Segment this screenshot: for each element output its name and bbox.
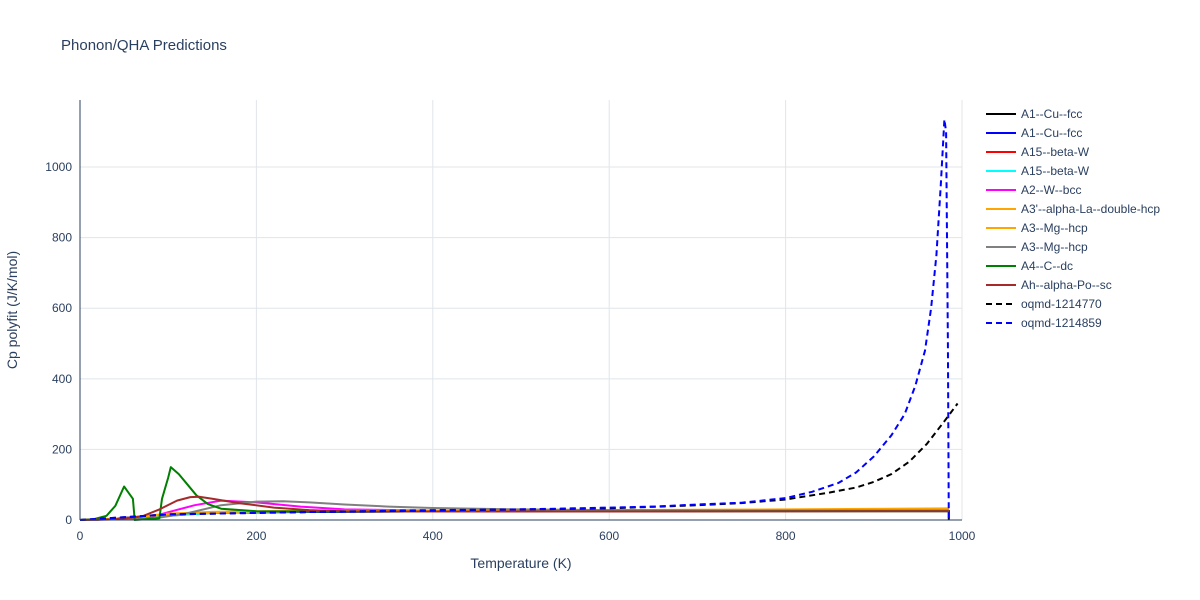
series-line-9 — [79, 495, 949, 521]
grid-lines — [80, 100, 963, 520]
x-tick-label: 0 — [77, 529, 84, 543]
legend-item[interactable]: A3'--alpha-La--double-hcp — [986, 202, 1160, 216]
legend-item[interactable]: oqmd-1214859 — [986, 316, 1102, 330]
legend-item[interactable]: A2--W--bcc — [986, 183, 1081, 197]
legend-item[interactable]: Ah--alpha-Po--sc — [986, 278, 1112, 292]
legend-item[interactable]: A15--beta-W — [986, 164, 1090, 178]
legend-label: A1--Cu--fcc — [1021, 107, 1082, 121]
legend-label: Ah--alpha-Po--sc — [1021, 278, 1112, 292]
y-tick-label: 200 — [52, 442, 72, 456]
y-tick-label: 600 — [52, 301, 72, 315]
chart-title: Phonon/QHA Predictions — [61, 37, 227, 54]
legend-label: A2--W--bcc — [1021, 183, 1081, 197]
legend-label: oqmd-1214770 — [1021, 297, 1102, 311]
legend-label: A3'--alpha-La--double-hcp — [1021, 202, 1160, 216]
legend-item[interactable]: A1--Cu--fcc — [986, 126, 1082, 140]
legend-item[interactable]: A3--Mg--hcp — [986, 221, 1088, 235]
y-tick-label: 400 — [52, 372, 72, 386]
legend[interactable]: A1--Cu--fcc A1--Cu--fcc A15--beta-W A15--be… — [986, 107, 1160, 330]
x-tick-label: 200 — [246, 529, 266, 543]
y-tick-label: 800 — [52, 231, 72, 245]
y-axis-title: Cp polyfit (J/K/mol) — [4, 251, 20, 369]
legend-label: A3--Mg--hcp — [1021, 221, 1088, 235]
legend-label: A1--Cu--fcc — [1021, 126, 1082, 140]
series-line-11 — [79, 118, 950, 521]
y-tick-label: 0 — [65, 513, 72, 527]
legend-label: A4--C--dc — [1021, 259, 1073, 273]
legend-item[interactable]: A3--Mg--hcp — [986, 240, 1088, 254]
legend-item[interactable]: A1--Cu--fcc — [986, 107, 1082, 121]
x-tick-label: 600 — [599, 529, 619, 543]
legend-label: A15--beta-W — [1021, 145, 1090, 159]
legend-label: A15--beta-W — [1021, 164, 1090, 178]
x-tick-label: 800 — [776, 529, 796, 543]
x-tick-label: 1000 — [949, 529, 976, 543]
series-line-7 — [79, 500, 949, 521]
y-tick-label: 1000 — [45, 160, 72, 174]
axes: 0 200 400 600 800 1000 0 200 400 600 800 1000 — [45, 100, 976, 543]
legend-item[interactable]: A15--beta-W — [986, 145, 1090, 159]
x-axis-title: Temperature (K) — [470, 555, 571, 571]
legend-item[interactable]: A4--C--dc — [986, 259, 1073, 273]
legend-label: oqmd-1214859 — [1021, 316, 1102, 330]
legend-item[interactable]: oqmd-1214770 — [986, 297, 1102, 311]
x-tick-label: 400 — [423, 529, 443, 543]
series-layer — [79, 118, 959, 521]
legend-label: A3--Mg--hcp — [1021, 240, 1088, 254]
